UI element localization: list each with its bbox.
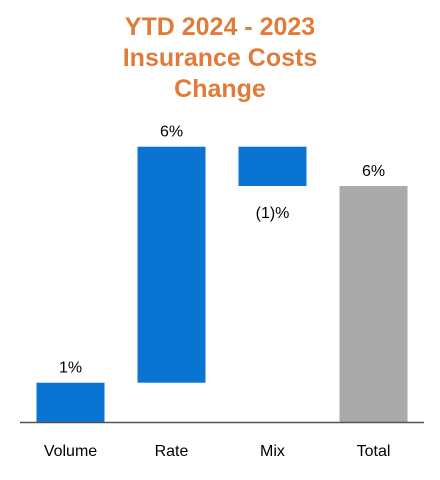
chart-title-line-1: YTD 2024 - 2023 [124,13,316,41]
x-tick-label-total: Total [357,443,391,460]
data-label-rate: 6% [160,124,183,141]
chart-title: YTD 2024 - 2023 Insurance Costs Change [0,12,440,105]
data-label-volume: 1% [59,360,82,377]
bar-total [339,186,408,422]
data-label-total: 6% [362,163,385,180]
bar-mix [238,146,307,186]
x-tick-label-mix: Mix [260,443,285,460]
x-tick-label-rate: Rate [155,443,189,460]
data-label-mix: (1)% [256,205,290,222]
bar-rate [137,146,206,383]
chart-title-line-3: Change [174,75,266,103]
chart-title-line-2: Insurance Costs [122,44,318,72]
bar-volume [36,382,105,422]
x-tick-label-volume: Volume [44,443,97,460]
